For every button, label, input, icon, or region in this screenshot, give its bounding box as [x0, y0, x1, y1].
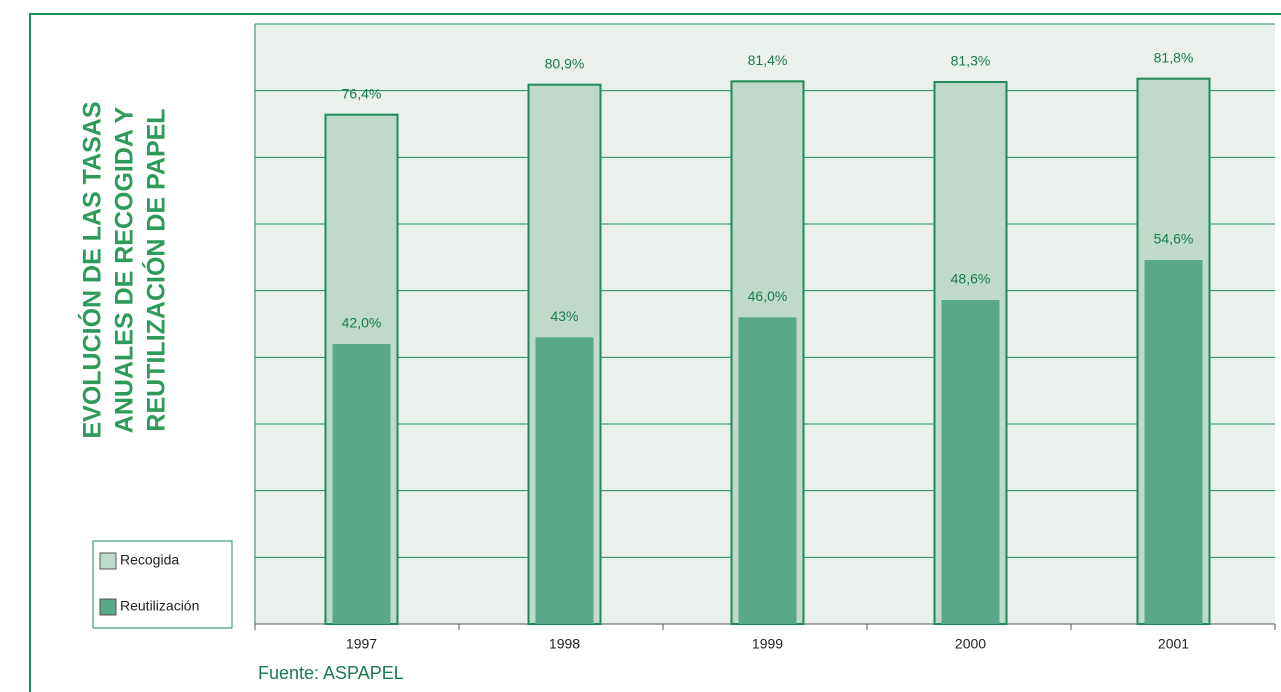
data-label: 46,0%	[748, 288, 788, 304]
x-tick-label: 2000	[955, 636, 986, 652]
legend-swatch	[99, 598, 117, 616]
data-label: 80,9%	[545, 55, 585, 71]
data-label: 54,6%	[1154, 231, 1194, 247]
x-tick-label: 1997	[346, 636, 377, 652]
x-tick-label: 1999	[752, 636, 783, 652]
bar	[1144, 260, 1203, 624]
bar	[738, 317, 797, 624]
title-group: EVOLUCIÓN DE LAS TASAS ANUALES DE RECOGI…	[77, 101, 171, 438]
data-label: 81,3%	[951, 53, 991, 69]
data-label: 81,8%	[1154, 49, 1194, 65]
chart-title: EVOLUCIÓN DE LAS TASAS	[77, 101, 107, 438]
source: Fuente: ASPAPEL	[258, 663, 404, 683]
chart-title: REUTILIZACIÓN DE PAPEL	[141, 108, 171, 431]
data-label: 76,4%	[342, 85, 382, 101]
legend-label: Reutilización	[120, 598, 199, 614]
x-tick-label: 2001	[1158, 636, 1189, 652]
data-label: 42,0%	[342, 315, 382, 331]
chart-title: ANUALES DE RECOGIDA Y	[111, 106, 139, 433]
legend-label: Recogida	[120, 552, 179, 568]
bar	[941, 300, 1000, 624]
data-label: 43%	[550, 308, 578, 324]
bar	[332, 344, 391, 624]
data-label: 48,6%	[951, 271, 991, 287]
bar	[535, 337, 594, 624]
x-tick-label: 1998	[549, 636, 580, 652]
legend-swatch	[99, 552, 117, 570]
data-label: 81,4%	[748, 52, 788, 68]
